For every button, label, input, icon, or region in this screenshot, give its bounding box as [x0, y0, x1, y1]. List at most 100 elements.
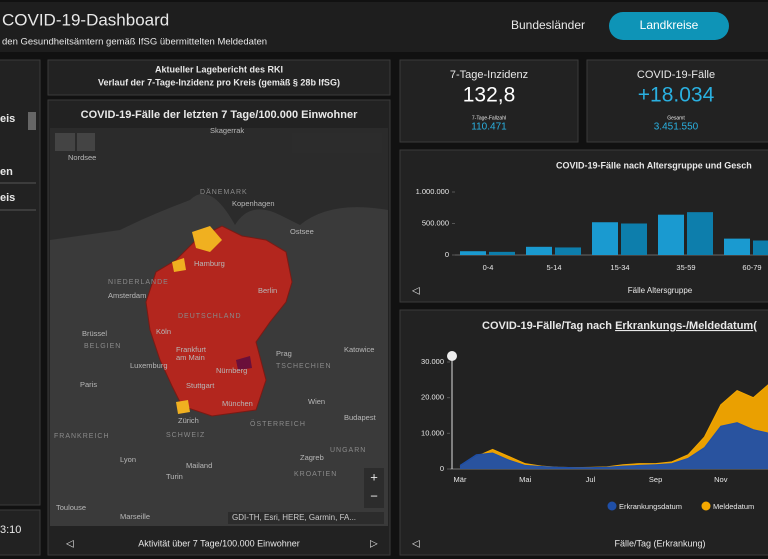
kpi-sub-value: 3.451.550 — [654, 122, 699, 133]
map-label: Nordsee — [68, 153, 96, 162]
y-tick-label: 20.000 — [421, 393, 444, 402]
legend-swatch — [607, 501, 617, 511]
list-item[interactable]: eis — [0, 192, 15, 204]
list-item[interactable]: en — [0, 166, 13, 178]
range-handle — [447, 351, 457, 361]
x-tick-label: Nov — [714, 475, 728, 484]
report-title: Aktueller Lagebericht des RKI — [155, 64, 283, 74]
map-label: Luxemburg — [130, 361, 168, 370]
x-tick-label: 60-79 — [742, 263, 761, 272]
bar — [592, 222, 618, 255]
area-line — [459, 384, 768, 469]
scrollbar — [28, 112, 36, 130]
bar — [489, 251, 515, 255]
x-tick-label: 35-59 — [676, 263, 695, 272]
bar — [753, 240, 768, 255]
map-toolbar[interactable] — [292, 133, 382, 153]
y-tick-label: 0 — [440, 464, 444, 473]
zoom-control[interactable] — [364, 468, 384, 508]
bar — [526, 246, 552, 255]
map-label: Zürich — [178, 416, 199, 425]
kpi-title: COVID-19-Fälle — [637, 69, 715, 81]
attribution: GDI-TH, Esri, HERE, Garmin, FA... — [232, 513, 356, 522]
zoom-out[interactable]: − — [370, 488, 378, 503]
time: 3:10 — [0, 524, 21, 536]
title: COVID-19-Dashboard — [2, 10, 169, 29]
bar — [658, 214, 684, 255]
map-label: am Main — [176, 353, 205, 362]
x-tick-label: 0-4 — [483, 263, 494, 272]
map-label: Marseille — [120, 512, 150, 521]
x-tick-label: 5-14 — [546, 263, 561, 272]
x-tick-label: Mai — [519, 475, 531, 484]
map-label: Hamburg — [194, 259, 225, 268]
y-tick-label: 10.000 — [421, 428, 444, 437]
chart-title: COVID-19-Fälle nach Altersgruppe und Ges… — [556, 160, 752, 170]
map-label: ÖSTERREICH — [250, 420, 306, 428]
region-high — [236, 356, 252, 370]
x-tick-label: 15-34 — [610, 263, 629, 272]
map-label: Mailand — [186, 461, 212, 470]
region-low — [172, 258, 186, 272]
map-label: BELGIEN — [84, 343, 121, 350]
axis-label: Fälle Altersgruppe — [628, 286, 693, 295]
map-label: Berlin — [258, 286, 277, 295]
map-label: NIEDERLANDE — [108, 279, 169, 286]
bar — [621, 223, 647, 255]
map-tool[interactable] — [55, 133, 75, 151]
bar — [724, 238, 750, 255]
map-label: Skagerrak — [210, 126, 244, 135]
legend-label: Erkrankungsdatum — [619, 502, 682, 511]
map-label: UNGARN — [330, 447, 366, 454]
area-line — [459, 422, 768, 469]
kpi-title: 7-Tage-Inzidenz — [450, 69, 528, 81]
report-subtitle: Verlauf der 7-Tage-Inzidenz pro Kreis (g… — [98, 77, 340, 87]
list-item[interactable]: eis — [0, 113, 15, 125]
map-label: Amsterdam — [108, 291, 146, 300]
bar — [555, 247, 581, 255]
tab[interactable]: Landkreise — [640, 18, 699, 32]
map-title: COVID-19-Fälle der letzten 7 Tage/100.00… — [81, 109, 358, 121]
y-tick-label: 30.000 — [421, 357, 444, 366]
map-label: TSCHECHIEN — [276, 363, 332, 370]
region-low — [176, 400, 190, 414]
germany — [145, 225, 293, 417]
map-label: Ostsee — [290, 227, 314, 236]
title-part: ( — [753, 320, 757, 332]
kpi-sub-label: Gesamt — [667, 115, 685, 121]
kpi-value: 132,8 — [463, 84, 516, 107]
y-tick-label: 1.000.000 — [416, 187, 449, 196]
legend-label: Meldedatum — [713, 502, 754, 511]
nav-next[interactable]: ▷ — [370, 539, 378, 550]
map-label: Paris — [80, 380, 97, 389]
bar — [460, 251, 486, 255]
tab[interactable]: Bundesländer — [511, 18, 585, 32]
map-label: Lyon — [120, 455, 136, 464]
region-low — [192, 226, 222, 252]
tab-active[interactable] — [609, 12, 729, 40]
map-tool[interactable] — [77, 133, 95, 151]
x-tick-label: Mär — [454, 475, 467, 484]
y-tick-label: 500.000 — [422, 218, 449, 227]
sea — [50, 128, 388, 240]
kpi-value: +18.034 — [638, 84, 715, 107]
map-label: Katowice — [344, 345, 374, 354]
map-label: DÄNEMARK — [200, 188, 248, 196]
kpi-sub-value: 110.471 — [471, 122, 507, 133]
axis-label: Fälle/Tag (Erkrankung) — [614, 538, 705, 548]
x-tick-label: Jul — [586, 475, 596, 484]
time-panel — [0, 509, 41, 556]
nav-prev[interactable]: ◁ — [66, 539, 74, 550]
sidebar — [0, 59, 41, 506]
map-label: DEUTSCHLAND — [178, 313, 242, 320]
nav-prev[interactable]: ◁ — [412, 539, 420, 550]
title-part: COVID-19-Fälle/Tag nach — [482, 320, 615, 332]
area-fill — [460, 422, 768, 469]
nav-prev[interactable]: ◁ — [412, 286, 420, 297]
map-label: KROATIEN — [294, 471, 337, 478]
map-label: Kopenhagen — [232, 199, 275, 208]
title-link[interactable]: Erkrankungs-/Meldedatum — [615, 320, 753, 332]
map-label: München — [222, 399, 253, 408]
zoom-in[interactable]: + — [370, 469, 378, 484]
